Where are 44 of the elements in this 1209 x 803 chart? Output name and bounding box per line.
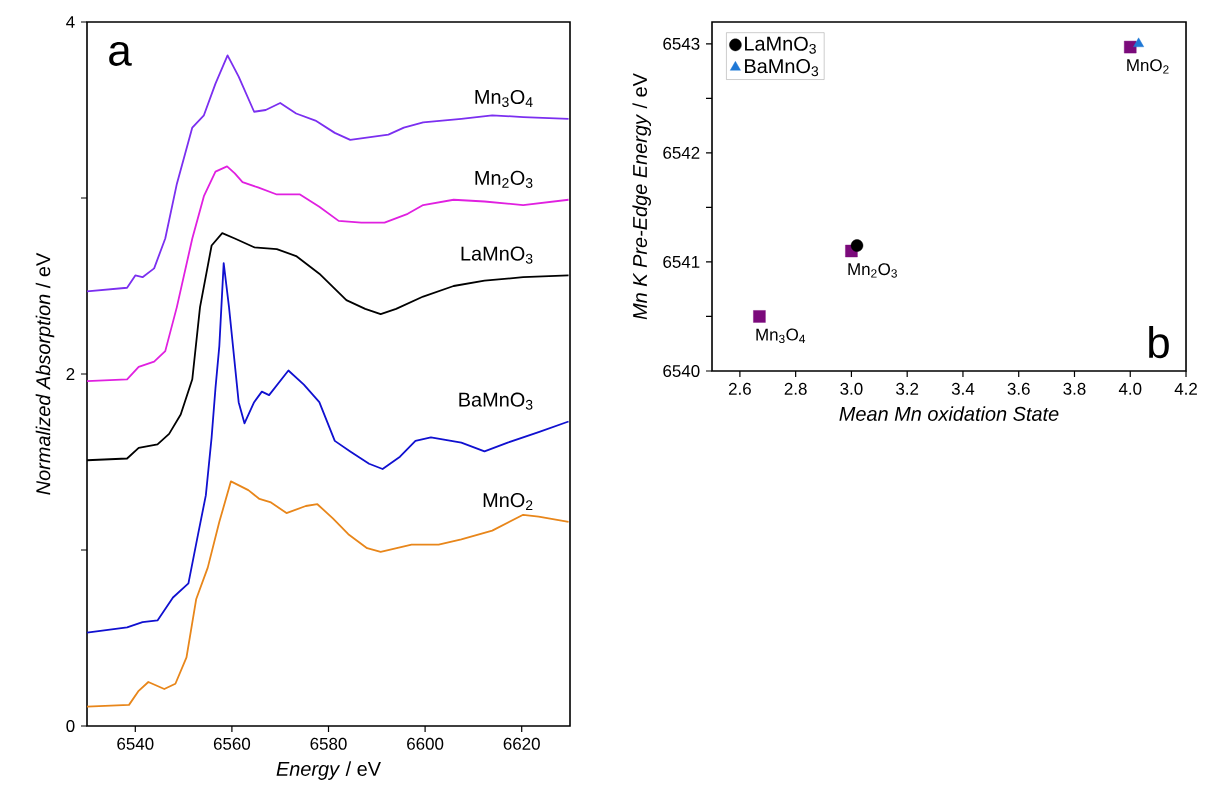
annotation: MnO$_{2}$	[1127, 59, 1169, 74]
line-series	[86, 480, 570, 708]
series-label: MnO$_{2}$	[483, 493, 533, 511]
line-series	[86, 165, 570, 382]
annotation: Mn$_{3}$O$_{4}$	[756, 328, 806, 344]
x-tick-label: 6620	[503, 737, 540, 750]
series-label: LaMnO$_{3}$	[461, 246, 533, 264]
series-label: Mn$_{2}$O$_{3}$	[475, 170, 533, 188]
legend-label: BaMnO$_{3}$	[745, 59, 819, 77]
point	[1124, 40, 1137, 54]
x-tick-label: 3.2	[896, 382, 919, 395]
x-axis-title: Energy / eV	[276, 761, 381, 780]
x-tick-label: 6540	[117, 737, 154, 750]
x-tick-label: 2.8	[784, 382, 807, 395]
annotation: Mn$_{2}$O$_{3}$	[848, 263, 897, 278]
annotation: b	[1149, 325, 1169, 359]
y-tick-label: 4	[66, 16, 75, 28]
x-tick-label: 3.8	[1063, 382, 1086, 395]
y-axis-title: Normalized Absorption / eV	[35, 252, 55, 495]
y-tick-label: 6542	[663, 146, 700, 159]
x-axis-title: Mean Mn oxidation State	[839, 406, 1059, 421]
y-tick-label: 0	[66, 720, 75, 732]
x-tick-label: 2.6	[728, 382, 751, 395]
y-tick-label: 6541	[663, 255, 700, 268]
y-axis-title: Mn K Pre-Edge Energy / eV	[632, 73, 651, 320]
x-tick-label: 3.4	[951, 382, 975, 395]
x-tick-label: 3.0	[840, 382, 863, 395]
point	[850, 239, 864, 252]
x-tick-label: 4.2	[1174, 382, 1197, 395]
series-label: BaMnO$_{3}$	[459, 392, 533, 410]
y-tick-label: 6543	[663, 37, 700, 50]
point	[753, 310, 766, 323]
x-tick-label: 6580	[310, 737, 347, 750]
y-tick-label: 6540	[663, 365, 700, 377]
x-tick-label: 4.0	[1118, 382, 1142, 395]
series-label: Mn$_{3}$O$_{4}$	[475, 89, 533, 108]
y-tick-label: 2	[66, 368, 75, 380]
x-tick-label: 6600	[407, 737, 444, 750]
x-tick-label: 3.6	[1007, 382, 1030, 395]
line-series	[86, 262, 570, 634]
point	[1133, 37, 1145, 47]
legend-label: LaMnO$_{3}$	[745, 36, 816, 54]
x-tick-label: 6560	[213, 737, 251, 750]
annotation: a	[109, 41, 132, 66]
